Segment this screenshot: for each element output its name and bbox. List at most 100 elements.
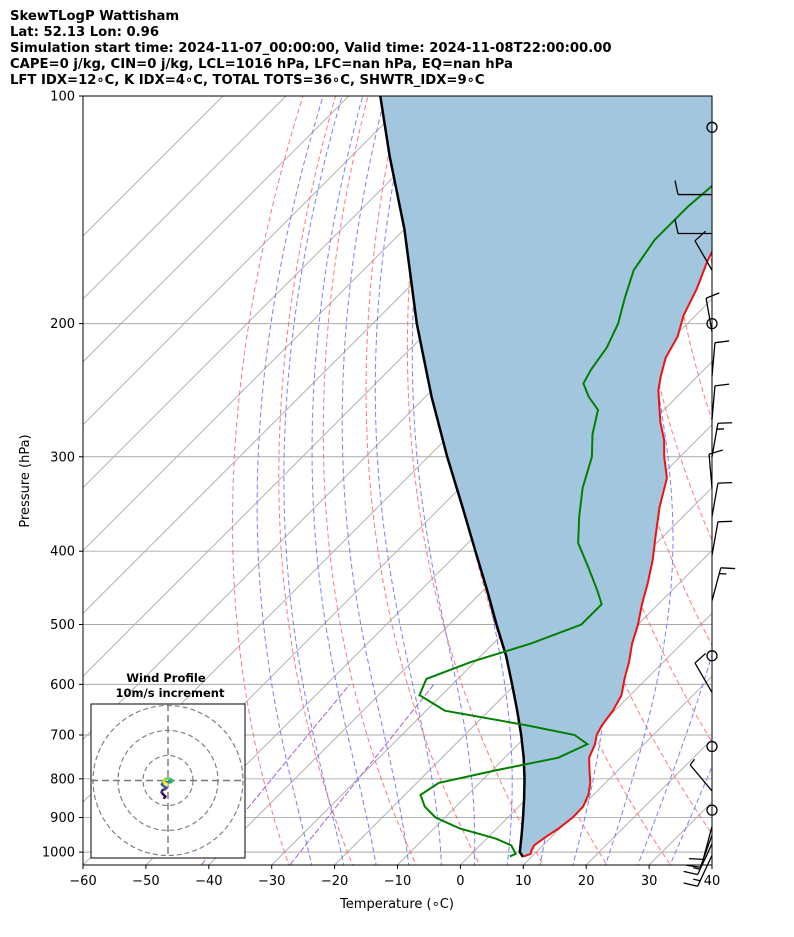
wind-barb	[711, 422, 733, 457]
y-tick-label: 100	[50, 90, 75, 105]
wind-barb-full-flag	[674, 219, 679, 234]
wind-barb-full-flag	[694, 652, 707, 664]
wind-barb-staff	[708, 454, 713, 489]
title-indices-stability: LFT IDX=12∘C, K IDX=4∘C, TOTAL TOTS=36∘C…	[10, 73, 485, 88]
y-tick-label: 500	[50, 618, 75, 633]
x-tick-label: −40	[195, 874, 222, 889]
moist-adiabat	[669, 765, 712, 865]
x-tick-label: 20	[578, 874, 595, 889]
wind-barb	[688, 826, 713, 861]
parcel-profile-line	[379, 96, 526, 858]
isotherm-gridline	[585, 738, 712, 865]
x-tick-label: −60	[69, 874, 96, 889]
x-tick-label: 40	[704, 874, 721, 889]
wind-barb	[674, 180, 712, 196]
wind-barb	[711, 340, 730, 377]
x-tick-label: −20	[321, 874, 348, 889]
wind-barb-half-flag	[719, 572, 727, 575]
dry-adiabat	[365, 96, 481, 865]
y-tick-label: 900	[50, 811, 75, 826]
wind-barb-staff	[705, 298, 713, 332]
wind-barb-staff	[699, 835, 713, 868]
wind-barb-staff	[694, 240, 713, 271]
chart-title-block: SkewTLogP Wattisham Lat: 52.13 Lon: 0.96…	[10, 9, 612, 89]
dewpoint-profile-line	[418, 184, 712, 858]
isotherm-gridline	[83, 96, 287, 300]
wind-barb	[694, 230, 713, 271]
wind-barb-half-flag	[693, 866, 701, 870]
wind-barb	[683, 855, 713, 887]
dry-adiabat	[788, 61, 794, 883]
moist-adiabat	[637, 653, 712, 865]
mixing-ratio-line	[289, 684, 435, 865]
wind-barb-staff	[711, 483, 719, 517]
axes: −60 −50 −40 −30 −20 −10 0 10 20 30 40 100 200 300 400 5…	[42, 90, 720, 890]
wind-barb	[683, 843, 713, 876]
dry-adiabat	[232, 96, 304, 865]
wind-barb-half-flag	[716, 428, 725, 430]
title-location: Lat: 52.13 Lon: 0.96	[10, 25, 160, 40]
dry-adiabat	[627, 96, 712, 542]
wind-barb-full-flag	[714, 383, 730, 387]
isotherm-gridline	[83, 96, 224, 237]
dry-adiabat	[522, 96, 712, 835]
isotherm-gridline	[756, 61, 794, 883]
temperature-profile-line	[523, 249, 712, 858]
wind-barb-full-flag	[683, 882, 698, 887]
wind-barb-full-flag	[686, 864, 701, 868]
dry-adiabat	[322, 96, 417, 865]
hodograph-title: Wind Profile	[126, 671, 206, 685]
wind-barb	[705, 292, 720, 332]
x-tick-label: −50	[132, 874, 159, 889]
wind-barb	[694, 652, 713, 693]
y-axis-title: Pressure (hPa)	[18, 434, 33, 527]
wind-barb-staff	[711, 521, 719, 556]
x-tick-label: 0	[456, 874, 464, 889]
hodograph-trace-segment	[164, 782, 169, 786]
x-tick-label: 30	[641, 874, 658, 889]
wind-barb-full-flag	[717, 481, 733, 484]
y-tick-label: 200	[50, 317, 75, 332]
wind-barb-staff	[711, 567, 722, 601]
wind-barb	[689, 758, 713, 792]
isotherm-gridline	[333, 486, 712, 865]
dry-adiabat	[558, 96, 712, 743]
wind-barb-full-flag	[717, 520, 733, 523]
wind-barb-full-flag	[705, 292, 720, 299]
wind-barb	[711, 520, 733, 556]
wind-barb-calm	[706, 317, 718, 330]
wind-barb-calm	[706, 740, 718, 753]
title-times: Simulation start time: 2024-11-07_00:00:…	[10, 41, 612, 56]
isotherm-gridline	[83, 96, 350, 363]
wind-barb-full-flag	[683, 870, 698, 876]
wind-barb-staff	[689, 764, 713, 792]
y-tick-label: 300	[50, 450, 75, 465]
y-tick-label: 1000	[42, 846, 75, 861]
dry-adiabat	[278, 96, 354, 865]
wind-barb-staff	[711, 342, 716, 377]
wind-barb-staff	[711, 385, 716, 420]
y-tick-label: 600	[50, 678, 75, 693]
wind-barb-full-flag	[717, 422, 733, 424]
wind-barb-half-flag	[689, 758, 696, 766]
moist-adiabat	[341, 96, 410, 865]
isotherm-gridline	[83, 96, 413, 426]
wind-barb	[711, 567, 736, 601]
y-tick-label: 400	[50, 545, 75, 560]
dry-adiabat	[756, 61, 794, 883]
hodograph-subtitle: 10m/s increment	[116, 686, 225, 700]
wind-barb-full-flag	[708, 449, 723, 455]
wind-barb-staff	[702, 826, 713, 860]
wind-barb	[711, 383, 730, 420]
hodograph-plot	[91, 704, 245, 858]
title-indices-cape: CAPE=0 j/kg, CIN=0 j/kg, LCL=1016 hPa, L…	[10, 57, 513, 72]
wind-barb-full-flag	[694, 230, 707, 242]
wind-barb-half-flag	[693, 878, 701, 882]
wind-barb	[711, 481, 733, 517]
wind-barb-staff	[694, 662, 713, 693]
y-tick-label: 700	[50, 728, 75, 743]
moist-adiabat	[374, 96, 442, 865]
wind-barb-full-flag	[688, 857, 704, 861]
